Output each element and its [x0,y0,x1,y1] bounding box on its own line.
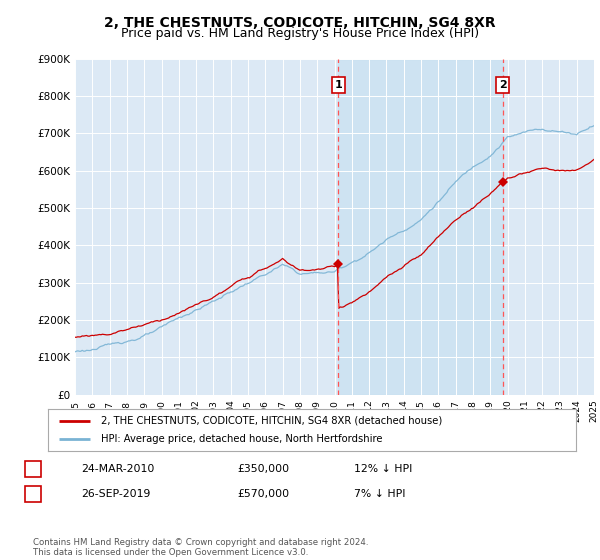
Text: HPI: Average price, detached house, North Hertfordshire: HPI: Average price, detached house, Nort… [101,434,382,444]
Text: 2: 2 [29,489,37,499]
Bar [338,59,503,395]
Text: £570,000: £570,000 [237,489,289,499]
Text: 1: 1 [29,464,37,474]
Text: 7% ↓ HPI: 7% ↓ HPI [354,489,406,499]
Text: 2, THE CHESTNUTS, CODICOTE, HITCHIN, SG4 8XR: 2, THE CHESTNUTS, CODICOTE, HITCHIN, SG4… [104,16,496,30]
Text: 26-SEP-2019: 26-SEP-2019 [81,489,151,499]
Text: 12% ↓ HPI: 12% ↓ HPI [354,464,412,474]
Text: Contains HM Land Registry data © Crown copyright and database right 2024.
This d: Contains HM Land Registry data © Crown c… [33,538,368,557]
Text: 2, THE CHESTNUTS, CODICOTE, HITCHIN, SG4 8XR (detached house): 2, THE CHESTNUTS, CODICOTE, HITCHIN, SG4… [101,416,442,426]
Text: £350,000: £350,000 [237,464,289,474]
Text: 2: 2 [499,80,507,90]
Text: 1: 1 [334,80,342,90]
Text: Price paid vs. HM Land Registry's House Price Index (HPI): Price paid vs. HM Land Registry's House … [121,27,479,40]
Text: 24-MAR-2010: 24-MAR-2010 [81,464,154,474]
